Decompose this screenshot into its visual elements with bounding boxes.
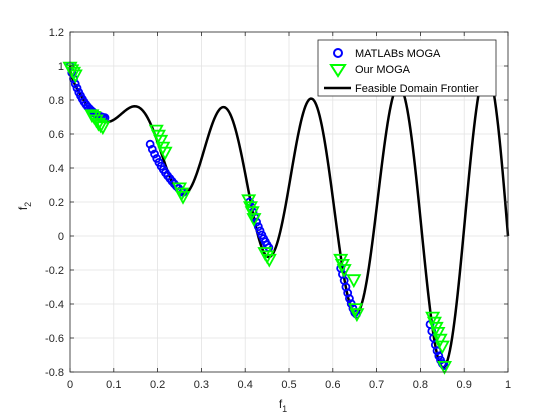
matlab-moga-point <box>147 144 157 154</box>
legend-label-our-moga: Our MOGA <box>355 64 411 76</box>
y-tick-label: 0.6 <box>49 129 64 141</box>
legend: MATLABs MOGA Our MOGA Feasible Domain Fr… <box>317 39 497 97</box>
y-tick-label: -0.4 <box>45 299 64 311</box>
our-moga-point <box>434 340 450 355</box>
our-moga-point <box>93 119 109 134</box>
x-tick-label: 0.4 <box>238 379 253 391</box>
y-tick-label: -0.6 <box>45 333 64 345</box>
x-tick-label: 0.8 <box>413 379 428 391</box>
our-moga-point <box>246 213 262 227</box>
matlab-moga-point <box>72 83 82 93</box>
x-tick-label: 0.7 <box>369 379 384 391</box>
our-moga-point <box>336 264 352 278</box>
our-moga-point <box>261 253 277 268</box>
y-tick-label: 0 <box>58 231 64 243</box>
our-moga-point <box>430 326 446 341</box>
matlab-moga-point <box>150 149 159 159</box>
our-moga-point <box>90 117 106 132</box>
x-tick-label: 0.5 <box>281 379 296 391</box>
our-moga-point <box>67 69 83 84</box>
frontier-line <box>68 65 510 369</box>
x-tick-label: 0.6 <box>325 379 340 391</box>
frontier-layer <box>68 65 510 369</box>
x-tick-label: 0.1 <box>106 379 121 391</box>
y-axis-label-subscript: 2 <box>23 202 33 207</box>
x-tick-label: 0.2 <box>150 379 165 391</box>
y-tick-label: 0.8 <box>49 95 64 107</box>
x-axis-label-subscript: 1 <box>282 404 287 414</box>
legend-marker-matlab-moga <box>333 48 343 58</box>
x-tick-label: 1 <box>505 379 511 391</box>
y-axis-ticks: -0.8 -0.6 -0.4 -0.2 0 0.2 0.4 0.6 0.8 1 1.2 <box>45 27 508 379</box>
our-moga-point <box>241 194 257 209</box>
legend-marker-our-moga <box>329 64 347 78</box>
x-tick-label: 0 <box>67 379 73 391</box>
matlab-moga-point <box>343 288 353 298</box>
x-axis-label-main: f <box>279 397 283 411</box>
matlab-moga-point <box>345 294 354 303</box>
our-moga-point <box>95 121 111 136</box>
legend-box <box>317 39 497 97</box>
y-tick-label: -0.8 <box>45 367 64 379</box>
x-axis-label: f1 <box>279 397 287 414</box>
y-axis-label: f2 <box>16 202 33 210</box>
legend-label-frontier: Feasible Domain Frontier <box>355 83 479 95</box>
matlab-moga-point <box>253 222 263 232</box>
legend-label-matlab-moga: MATLABs MOGA <box>355 48 441 60</box>
matlab-moga-point <box>434 351 444 361</box>
x-tick-label: 0.3 <box>194 379 209 391</box>
our-moga-point <box>157 146 173 161</box>
our-moga-point <box>349 308 365 323</box>
our-moga-points <box>62 61 453 375</box>
y-axis-label-main: f <box>16 206 30 210</box>
matlab-moga-point <box>255 226 265 236</box>
y-tick-label: 0.2 <box>49 197 64 209</box>
y-tick-label: 1.2 <box>49 27 64 39</box>
our-moga-point <box>244 206 260 221</box>
x-axis-ticks: 0 0.1 0.2 0.3 0.4 0.5 0.6 0.7 0.8 0.9 1 <box>67 32 511 391</box>
our-moga-point <box>153 134 169 149</box>
our-moga-point <box>346 274 362 289</box>
our-moga-point <box>175 190 191 205</box>
our-moga-point <box>436 360 453 375</box>
y-tick-label: 1 <box>58 61 64 73</box>
our-moga-point <box>432 333 448 348</box>
x-tick-label: 0.9 <box>457 379 472 391</box>
y-tick-label: 0.4 <box>49 163 64 175</box>
matlab-moga-point <box>145 139 155 149</box>
y-tick-label: -0.2 <box>45 265 64 277</box>
